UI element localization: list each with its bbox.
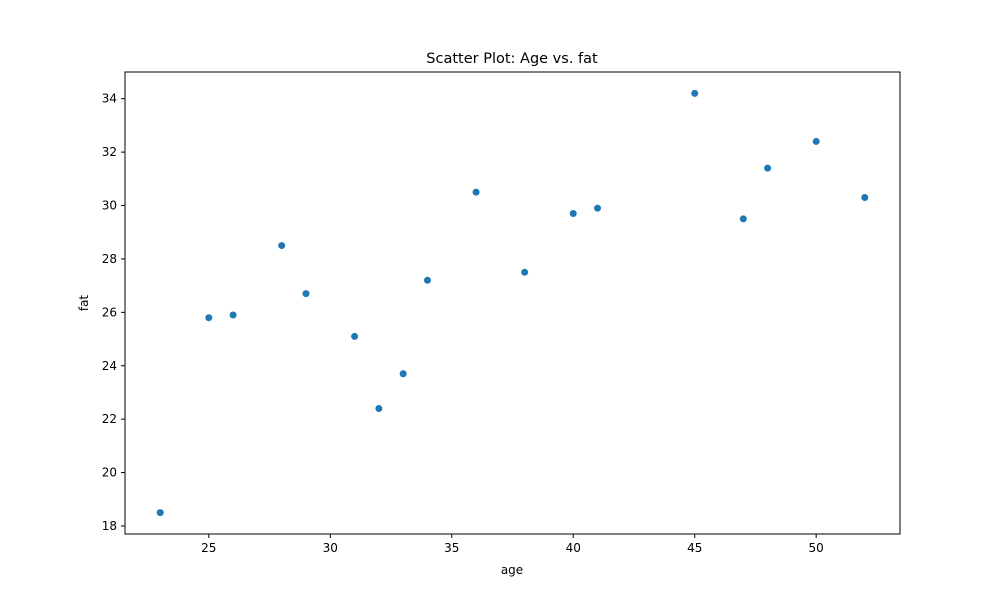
data-point: [302, 290, 310, 298]
x-tick-label: 35: [444, 541, 459, 555]
x-axis-label: age: [501, 563, 523, 577]
y-tick-label: 30: [102, 199, 117, 213]
data-point: [205, 314, 213, 322]
y-tick-label: 32: [102, 145, 117, 159]
data-point: [472, 188, 480, 196]
data-point: [691, 89, 699, 97]
y-tick-label: 34: [102, 92, 117, 106]
data-point: [156, 509, 164, 517]
x-tick-label: 40: [566, 541, 581, 555]
x-tick-label: 30: [323, 541, 338, 555]
y-tick-label: 28: [102, 252, 117, 266]
data-point: [423, 276, 431, 284]
data-point: [594, 204, 602, 212]
chart-title: Scatter Plot: Age vs. fat: [426, 51, 598, 67]
data-point: [739, 215, 747, 223]
x-tick-label: 50: [809, 541, 824, 555]
x-axis-ticks: 25 30 35 40 45 50: [201, 534, 824, 555]
data-point: [521, 268, 529, 276]
y-axis-ticks: 18 20 22 24 26 28 30 32 34: [102, 92, 125, 533]
plot-area-frame: [124, 71, 901, 535]
data-points: [156, 89, 869, 517]
y-tick-label: 18: [102, 519, 117, 533]
data-point: [569, 210, 577, 218]
y-tick-label: 24: [102, 359, 117, 373]
data-point: [812, 137, 820, 145]
x-tick-label: 45: [687, 541, 702, 555]
data-point: [375, 404, 383, 412]
y-tick-label: 20: [102, 466, 117, 480]
data-point: [764, 164, 772, 172]
x-tick-label: 25: [201, 541, 216, 555]
y-axis-label: fat: [77, 295, 91, 312]
data-point: [278, 242, 286, 250]
data-point: [229, 311, 237, 319]
data-point: [861, 194, 869, 202]
data-point: [399, 370, 407, 378]
data-point: [351, 332, 359, 340]
y-tick-label: 22: [102, 412, 117, 426]
y-tick-label: 26: [102, 305, 117, 319]
